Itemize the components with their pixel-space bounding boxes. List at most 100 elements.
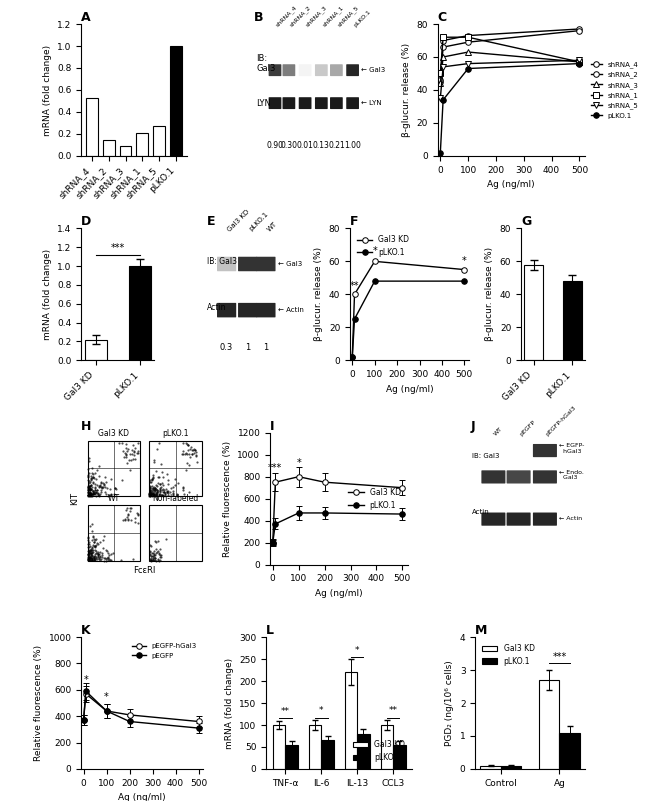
- Point: [157, 465, 167, 478]
- Point: [157, 471, 168, 484]
- Point: [153, 487, 164, 500]
- Point: [89, 553, 99, 566]
- Point: [100, 476, 110, 489]
- Point: [146, 550, 156, 563]
- Point: [156, 481, 166, 493]
- Point: [83, 552, 93, 565]
- Text: ← Gal3: ← Gal3: [361, 67, 385, 73]
- Text: M: M: [475, 624, 488, 637]
- Point: [153, 470, 163, 483]
- Point: [83, 553, 93, 566]
- Point: [84, 551, 95, 564]
- Point: [190, 449, 201, 461]
- Point: [122, 509, 133, 521]
- Point: [125, 502, 135, 515]
- Point: [93, 487, 103, 500]
- Point: [111, 482, 121, 495]
- Point: [161, 532, 171, 545]
- Point: [83, 468, 94, 481]
- Point: [83, 549, 94, 562]
- Text: ← Endo.
  Gal3: ← Endo. Gal3: [558, 469, 584, 481]
- Point: [83, 553, 94, 566]
- Point: [129, 445, 140, 457]
- Point: [145, 476, 155, 489]
- FancyBboxPatch shape: [238, 303, 257, 317]
- Text: **: **: [389, 706, 398, 715]
- Point: [90, 487, 100, 500]
- Text: IB: Gal3: IB: Gal3: [472, 453, 499, 460]
- Point: [150, 549, 160, 562]
- Point: [88, 485, 99, 498]
- Point: [85, 482, 96, 495]
- Point: [127, 439, 138, 452]
- Point: [145, 481, 155, 494]
- Point: [147, 474, 157, 487]
- Text: Gal3 KD: Gal3 KD: [99, 429, 129, 438]
- Point: [86, 546, 97, 559]
- Point: [90, 486, 100, 499]
- Point: [152, 483, 162, 496]
- Point: [133, 507, 143, 520]
- FancyBboxPatch shape: [482, 470, 506, 484]
- Point: [88, 551, 99, 564]
- Text: 0.30: 0.30: [280, 141, 298, 150]
- Point: [157, 489, 168, 501]
- Point: [148, 487, 158, 500]
- Text: IB:: IB:: [257, 54, 268, 62]
- Point: [150, 485, 160, 497]
- Point: [86, 552, 97, 565]
- Point: [87, 554, 98, 567]
- Point: [148, 488, 158, 501]
- Bar: [103, 140, 114, 156]
- Point: [105, 482, 116, 495]
- Point: [83, 547, 93, 560]
- Bar: [480, 766, 501, 769]
- Point: [181, 464, 191, 477]
- Point: [183, 444, 193, 457]
- Text: H: H: [81, 420, 92, 433]
- Point: [130, 453, 140, 465]
- Point: [86, 551, 97, 564]
- FancyBboxPatch shape: [283, 64, 295, 76]
- Point: [126, 513, 136, 526]
- Point: [85, 479, 96, 492]
- Bar: [309, 725, 321, 769]
- Point: [103, 489, 114, 501]
- Bar: [88, 505, 140, 561]
- Point: [100, 471, 110, 484]
- Point: [181, 446, 192, 459]
- Point: [83, 543, 94, 556]
- Point: [166, 482, 176, 495]
- Point: [83, 537, 94, 550]
- Point: [144, 483, 155, 496]
- Point: [155, 549, 166, 562]
- Point: [190, 444, 200, 457]
- Point: [84, 480, 94, 493]
- Point: [94, 551, 104, 564]
- Bar: [150, 441, 202, 496]
- Point: [144, 489, 155, 501]
- Point: [181, 448, 192, 461]
- FancyBboxPatch shape: [506, 470, 530, 484]
- Point: [88, 488, 99, 501]
- Point: [110, 481, 120, 494]
- X-axis label: Ag (ng/ml): Ag (ng/ml): [488, 180, 535, 189]
- Text: *: *: [104, 692, 109, 702]
- Point: [133, 447, 143, 460]
- Point: [83, 552, 94, 565]
- Point: [84, 551, 95, 564]
- Text: ← EGFP-
  hGal3: ← EGFP- hGal3: [558, 443, 584, 454]
- Text: 0.21: 0.21: [328, 141, 344, 150]
- Point: [144, 484, 155, 497]
- Text: G: G: [521, 215, 531, 228]
- FancyBboxPatch shape: [330, 97, 343, 109]
- Point: [182, 457, 192, 469]
- Point: [102, 552, 112, 565]
- Point: [177, 445, 188, 457]
- Text: pEGFP-hGal3: pEGFP-hGal3: [545, 405, 577, 437]
- Text: ← LYN: ← LYN: [361, 100, 382, 107]
- Point: [163, 487, 174, 500]
- Point: [158, 486, 168, 499]
- Point: [133, 445, 143, 457]
- Point: [85, 476, 96, 489]
